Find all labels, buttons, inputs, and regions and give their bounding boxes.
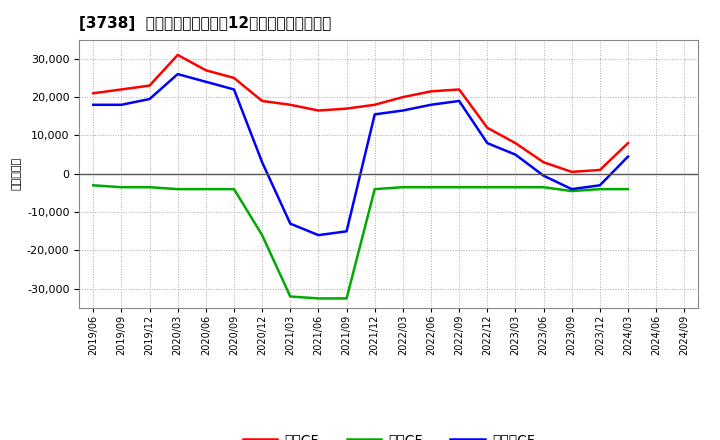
Text: [3738]  キャッシュフローの12か月移動合計の推移: [3738] キャッシュフローの12か月移動合計の推移 [79, 16, 331, 32]
フリーCF [145, 96, 154, 102]
フリーCF [511, 152, 520, 157]
営業CF [455, 87, 464, 92]
フリーCF [230, 87, 238, 92]
営業CF [511, 140, 520, 146]
フリーCF [427, 102, 436, 107]
投資CF [174, 187, 182, 192]
フリーCF [117, 102, 126, 107]
営業CF [427, 89, 436, 94]
フリーCF [539, 173, 548, 178]
Y-axis label: （百万円）: （百万円） [12, 157, 22, 191]
営業CF [370, 102, 379, 107]
営業CF [483, 125, 492, 130]
営業CF [286, 102, 294, 107]
Legend: 営業CF, 投資CF, フリーCF: 営業CF, 投資CF, フリーCF [237, 428, 541, 440]
Line: 投資CF: 投資CF [94, 185, 628, 298]
投資CF [258, 232, 266, 238]
投資CF [89, 183, 98, 188]
投資CF [342, 296, 351, 301]
フリーCF [174, 71, 182, 77]
投資CF [427, 185, 436, 190]
フリーCF [595, 183, 604, 188]
フリーCF [258, 160, 266, 165]
営業CF [567, 169, 576, 175]
投資CF [117, 185, 126, 190]
投資CF [202, 187, 210, 192]
営業CF [399, 95, 408, 100]
投資CF [230, 187, 238, 192]
営業CF [89, 91, 98, 96]
投資CF [511, 185, 520, 190]
投資CF [595, 187, 604, 192]
投資CF [399, 185, 408, 190]
フリーCF [624, 154, 632, 159]
投資CF [314, 296, 323, 301]
フリーCF [89, 102, 98, 107]
投資CF [624, 187, 632, 192]
フリーCF [286, 221, 294, 226]
投資CF [567, 188, 576, 194]
営業CF [539, 160, 548, 165]
投資CF [145, 185, 154, 190]
営業CF [174, 52, 182, 58]
投資CF [286, 294, 294, 299]
Line: 営業CF: 営業CF [94, 55, 628, 172]
営業CF [595, 167, 604, 172]
Line: フリーCF: フリーCF [94, 74, 628, 235]
営業CF [117, 87, 126, 92]
フリーCF [483, 140, 492, 146]
営業CF [202, 68, 210, 73]
営業CF [342, 106, 351, 111]
営業CF [258, 98, 266, 103]
投資CF [483, 185, 492, 190]
投資CF [455, 185, 464, 190]
フリーCF [314, 232, 323, 238]
営業CF [624, 140, 632, 146]
営業CF [314, 108, 323, 113]
フリーCF [370, 112, 379, 117]
フリーCF [399, 108, 408, 113]
営業CF [145, 83, 154, 88]
フリーCF [202, 79, 210, 84]
投資CF [539, 185, 548, 190]
営業CF [230, 75, 238, 81]
フリーCF [567, 187, 576, 192]
投資CF [370, 187, 379, 192]
フリーCF [455, 98, 464, 103]
フリーCF [342, 229, 351, 234]
